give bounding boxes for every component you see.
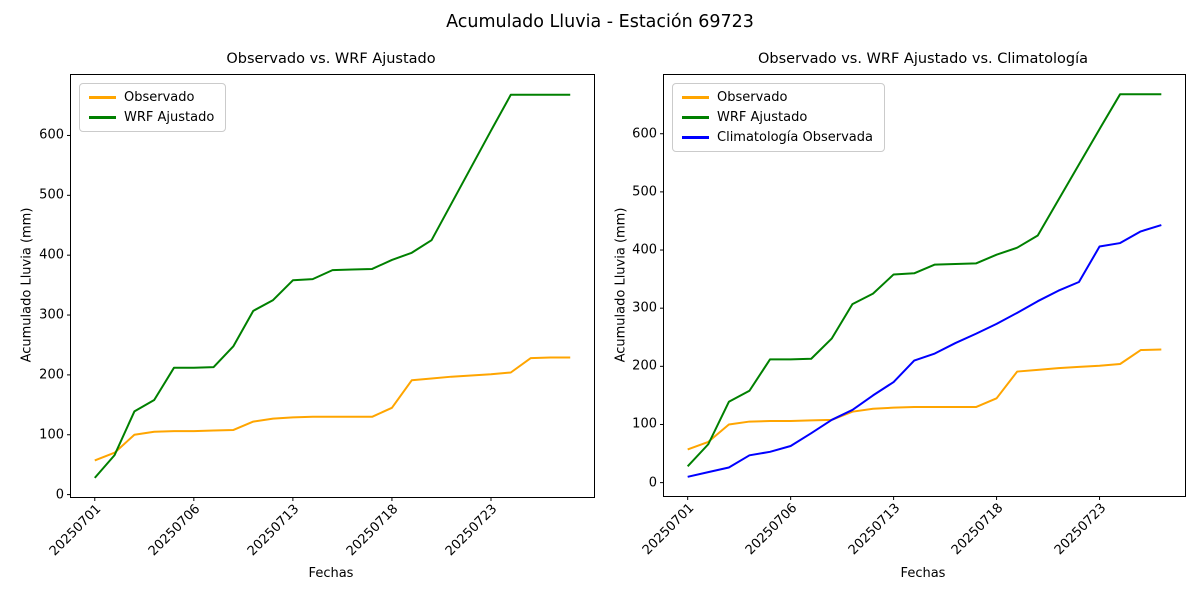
y-tick-label: 100 <box>632 416 657 432</box>
legend-item: Climatología Observada <box>682 130 873 145</box>
legend-label: Climatología Observada <box>717 130 873 145</box>
series-line-climatolog-a-observada <box>687 224 1162 478</box>
y-tick-label: 400 <box>39 247 64 263</box>
tick-marks <box>67 134 492 501</box>
y-tick-label: 0 <box>55 487 64 503</box>
chart-canvas <box>660 93 1162 500</box>
y-tick-label: 600 <box>632 126 657 142</box>
y-tick-label: 600 <box>39 127 64 143</box>
x-tick-label: 20250713 <box>244 501 303 560</box>
legend: Observado WRF Ajustado <box>79 83 227 132</box>
legend: Observado WRF Ajustado Climatología Observ… <box>672 83 885 152</box>
y-tick-label: 500 <box>39 187 64 203</box>
subplot-title: Observado vs. WRF Ajustado <box>226 51 436 67</box>
x-tick-label: 20250706 <box>742 500 800 559</box>
y-tick-label: 0 <box>648 475 657 491</box>
x-tick-label: 20250713 <box>845 500 903 559</box>
legend-line-sample <box>682 116 709 119</box>
x-tick-label: 20250723 <box>442 501 501 560</box>
y-axis-label: Acumulado Lluvia (mm) <box>19 207 35 363</box>
legend-item: WRF Ajustado <box>682 110 873 125</box>
y-tick-label: 300 <box>39 307 64 323</box>
legend-line-sample <box>682 136 709 139</box>
series-line-observado <box>94 356 571 462</box>
y-tick-label: 500 <box>632 184 657 200</box>
plot-area: 20250701 20250706 20250713 20250718 20250723… <box>39 74 595 559</box>
chart-canvas <box>67 93 571 501</box>
legend-line-sample <box>682 96 709 99</box>
series-line-wrf-ajustado <box>686 93 1162 468</box>
series-line-wrf-ajustado <box>94 93 571 479</box>
plot-area: 20250701 20250706 20250713 20250718 20250723… <box>632 74 1186 558</box>
y-tick-label: 300 <box>632 300 657 316</box>
y-tick-label: 200 <box>632 358 657 374</box>
x-tick-label: 20250701 <box>639 500 697 559</box>
legend-line-sample <box>89 96 116 99</box>
figure-title: Acumulado Lluvia - Estación 69723 <box>446 12 754 32</box>
x-tick-label: 20250701 <box>46 501 105 560</box>
legend-label: Observado <box>717 90 788 105</box>
legend-line-sample <box>89 116 116 119</box>
legend-label: WRF Ajustado <box>124 110 215 125</box>
y-tick-label: 200 <box>39 367 64 383</box>
x-tick-label: 20250706 <box>145 501 204 560</box>
series-line-observado <box>687 348 1162 451</box>
legend-item: Observado <box>682 90 873 105</box>
subplot-title: Observado vs. WRF Ajustado vs. Climatolo… <box>758 51 1088 67</box>
legend-label: Observado <box>124 90 195 105</box>
legend-label: WRF Ajustado <box>717 110 808 125</box>
x-tick-label: 20250718 <box>343 501 402 560</box>
x-axis-label: Fechas <box>900 566 946 581</box>
legend-item: WRF Ajustado <box>89 110 214 125</box>
x-tick-label: 20250723 <box>1051 500 1109 559</box>
y-axis-label: Acumulado Lluvia (mm) <box>613 207 629 363</box>
legend-item: Observado <box>89 90 214 105</box>
x-axis-label: Fechas <box>308 566 354 581</box>
y-tick-label: 100 <box>39 427 64 443</box>
x-tick-label: 20250718 <box>948 500 1006 559</box>
tick-marks <box>660 133 1101 500</box>
y-tick-label: 400 <box>632 242 657 258</box>
